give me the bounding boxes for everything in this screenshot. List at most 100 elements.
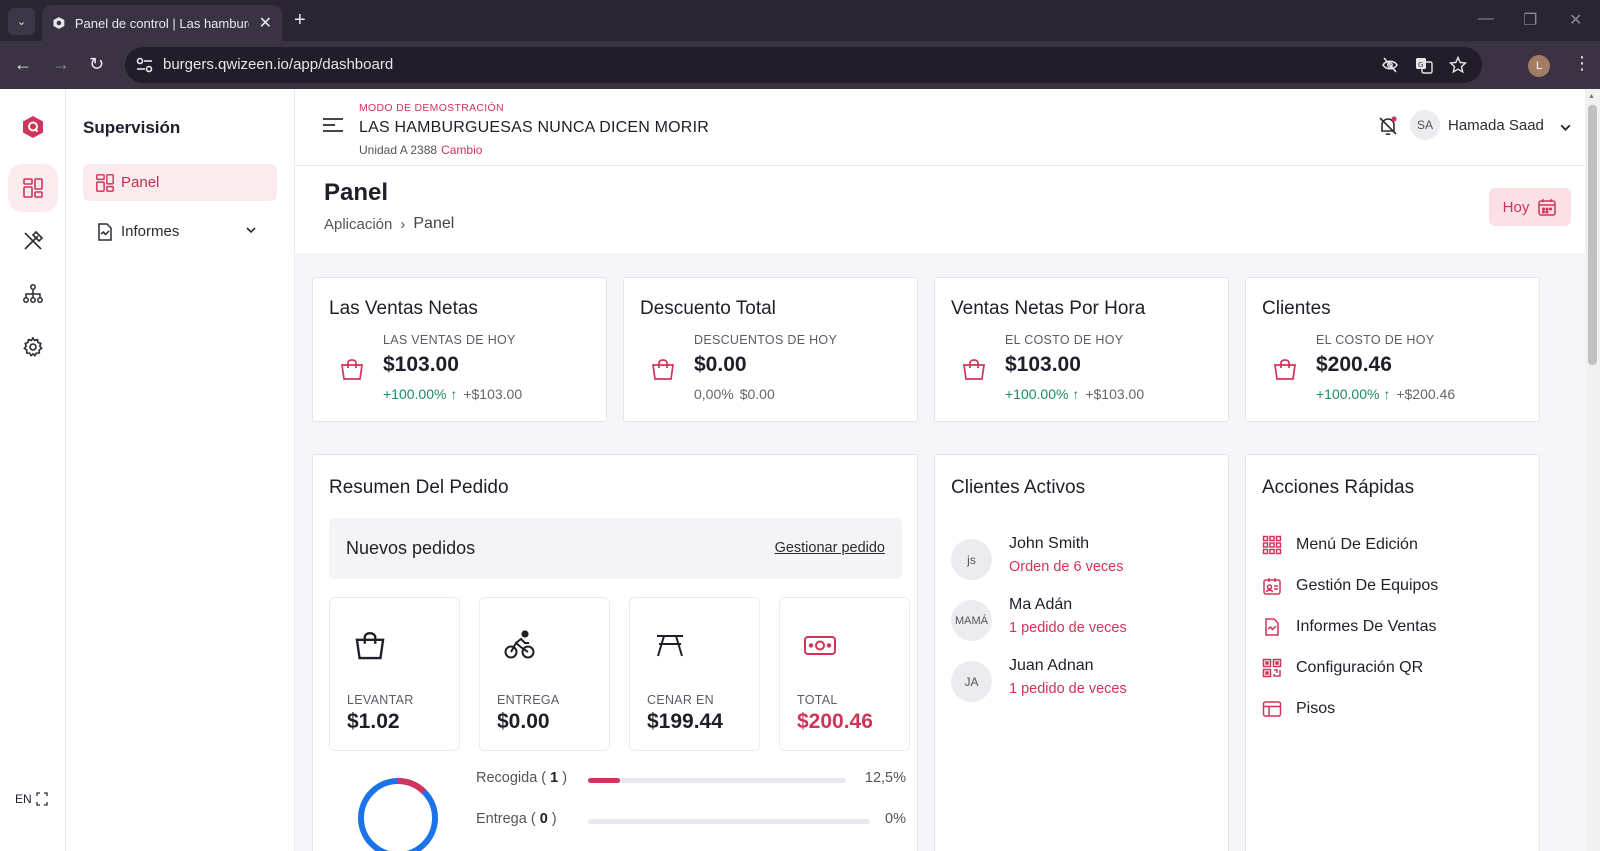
breadcrumb: Aplicación › Panel [324, 215, 454, 233]
progress-name: Entrega [476, 811, 527, 827]
shopping-bag-icon [652, 359, 674, 380]
svg-text:G: G [1418, 61, 1423, 69]
client-name: John Smith [1009, 535, 1090, 552]
quick-action-floors[interactable]: Pisos [1262, 698, 1335, 720]
quick-action-qr-config[interactable]: Configuración QR [1262, 657, 1423, 679]
manage-order-link[interactable]: Gestionar pedido [774, 540, 885, 556]
hamburger-menu-icon[interactable] [323, 117, 343, 133]
shopping-bag-icon [355, 632, 385, 660]
stat-card-discount: Descuento Total DESCUENTOS DE HOY $0.00 … [623, 277, 918, 422]
rail-organization[interactable] [8, 270, 58, 318]
tab-close-icon[interactable]: ✕ [258, 15, 272, 32]
stat-title: Clientes [1262, 298, 1331, 319]
stat-card-customers: Clientes EL COSTO DE HOY $200.46 +100.00… [1245, 277, 1540, 422]
app-logo-icon[interactable] [21, 115, 45, 139]
scrollbar-thumb[interactable] [1588, 105, 1597, 365]
stat-absolute: +$200.46 [1396, 386, 1456, 402]
arrow-up-icon: ↑ [1379, 386, 1391, 402]
stat-change: +100.00% ↑ +$200.46 [1316, 386, 1455, 402]
app-rail: EN [0, 89, 66, 851]
order-summary-title: Resumen Del Pedido [329, 477, 509, 498]
client-orders: 1 pedido de veces [1009, 620, 1127, 636]
rail-settings[interactable] [8, 323, 58, 371]
chevron-down-icon[interactable] [1559, 121, 1572, 134]
browser-toolbar: ← → ↻ burgers.qwizeen.io/app/dashboard G… [0, 41, 1600, 89]
rail-dashboard[interactable] [8, 164, 58, 212]
subnav-item-label: Panel [121, 174, 160, 191]
scroll-up-arrow-icon[interactable]: ▲ [1588, 93, 1595, 100]
new-orders-label: Nuevos pedidos [346, 538, 476, 558]
close-window-icon[interactable]: ✕ [1569, 12, 1583, 29]
progress-label: Entrega ( 0 ) [476, 811, 557, 827]
notifications-off-icon[interactable] [1377, 115, 1399, 137]
eye-off-icon[interactable] [1381, 56, 1399, 74]
tile-label: CENAR EN [647, 693, 714, 707]
forward-icon[interactable]: → [52, 54, 70, 74]
tile-value: $1.02 [347, 710, 400, 733]
stat-percent: +100.00% [1316, 386, 1380, 402]
browser-menu-icon[interactable]: ⋮ [1573, 53, 1591, 73]
site-settings-icon[interactable] [134, 55, 156, 75]
quick-action-label: Pisos [1296, 700, 1336, 717]
client-orders: 1 pedido de veces [1009, 681, 1127, 697]
order-tile-dine-in[interactable]: CENAR EN $199.44 [629, 597, 760, 751]
order-summary-card: Resumen Del Pedido Nuevos pedidos Gestio… [312, 454, 918, 851]
quick-action-label: Informes De Ventas [1296, 618, 1437, 635]
fullscreen-icon[interactable] [36, 792, 48, 806]
floor-icon [1262, 701, 1282, 717]
client-avatar: js [951, 539, 992, 580]
progress-count: 1 [550, 770, 559, 786]
client-item[interactable]: MAMÁ Ma Adán 1 pedido de veces [951, 596, 1211, 646]
store-name: LAS HAMBURGUESAS NUNCA DICEN MORIR [359, 119, 709, 136]
stat-title: Las Ventas Netas [329, 298, 478, 319]
profile-avatar[interactable]: L [1528, 55, 1550, 77]
minimize-icon[interactable]: — [1478, 10, 1494, 27]
order-tile-total[interactable]: TOTAL $200.46 [779, 597, 910, 751]
back-icon[interactable]: ← [14, 54, 32, 74]
gear-icon [23, 336, 43, 357]
subnav-item-informes[interactable]: Informes [83, 213, 277, 250]
progress-name: Recogida [476, 770, 538, 786]
address-bar[interactable]: burgers.qwizeen.io/app/dashboard G [125, 47, 1482, 83]
new-tab-button[interactable]: + [294, 9, 306, 31]
rail-menu[interactable] [8, 217, 58, 265]
stat-label: LAS VENTAS DE HOY [383, 333, 516, 347]
quick-action-sales-reports[interactable]: Informes De Ventas [1262, 616, 1437, 638]
reload-icon[interactable]: ↻ [89, 54, 105, 74]
today-date-button[interactable]: Hoy [1489, 188, 1571, 226]
stat-absolute: +$103.00 [463, 386, 523, 402]
client-item[interactable]: JA Juan Adnan 1 pedido de veces [951, 657, 1211, 707]
progress-track [588, 778, 846, 783]
bicycle-icon [504, 630, 535, 659]
language-switcher[interactable]: EN [7, 787, 53, 811]
tile-value: $199.44 [647, 710, 723, 733]
bookmark-star-icon[interactable] [1449, 56, 1467, 74]
site-favicon-icon [53, 17, 65, 29]
page-scrollbar[interactable]: ▲ [1585, 89, 1600, 851]
store-unit: Unidad A 2388 Cambio [359, 143, 482, 157]
client-item[interactable]: js John Smith Orden de 6 veces [951, 535, 1211, 585]
quick-action-edit-menu[interactable]: Menú De Edición [1262, 534, 1418, 556]
tab-search-button[interactable]: ⌄ [8, 8, 35, 35]
page-title-bar: Panel Aplicación › Panel Hoy [295, 166, 1585, 253]
tab-title: Panel de control | Las hamburguesas nunc… [74, 15, 249, 31]
user-name[interactable]: Hamada Saad [1448, 117, 1544, 134]
translate-icon[interactable]: G [1415, 56, 1433, 74]
subnav-item-panel[interactable]: Panel [83, 164, 277, 201]
stat-card-sales-per-hour: Ventas Netas Por Hora EL COSTO DE HOY $1… [934, 277, 1229, 422]
client-orders: Orden de 6 veces [1009, 559, 1124, 575]
quick-action-team[interactable]: Gestión De Equipos [1262, 575, 1438, 597]
breadcrumb-item[interactable]: Aplicación [324, 215, 393, 233]
change-unit-link[interactable]: Cambio [441, 143, 483, 157]
progress-row-delivery: Entrega ( 0 ) 0% [476, 811, 906, 831]
sales-report-icon [1265, 618, 1279, 636]
browser-tab[interactable]: Panel de control | Las hamburguesas nunc… [42, 5, 282, 41]
order-tile-pickup[interactable]: LEVANTAR $1.02 [329, 597, 460, 751]
user-avatar[interactable]: SA [1410, 110, 1440, 140]
progress-label: Recogida ( 1 ) [476, 770, 568, 786]
table-icon [657, 635, 683, 657]
restore-icon[interactable]: ❐ [1523, 12, 1538, 29]
order-tile-delivery[interactable]: ENTREGA $0.00 [479, 597, 610, 751]
tile-label: ENTREGA [497, 693, 560, 707]
quick-action-label: Configuración QR [1296, 659, 1424, 676]
